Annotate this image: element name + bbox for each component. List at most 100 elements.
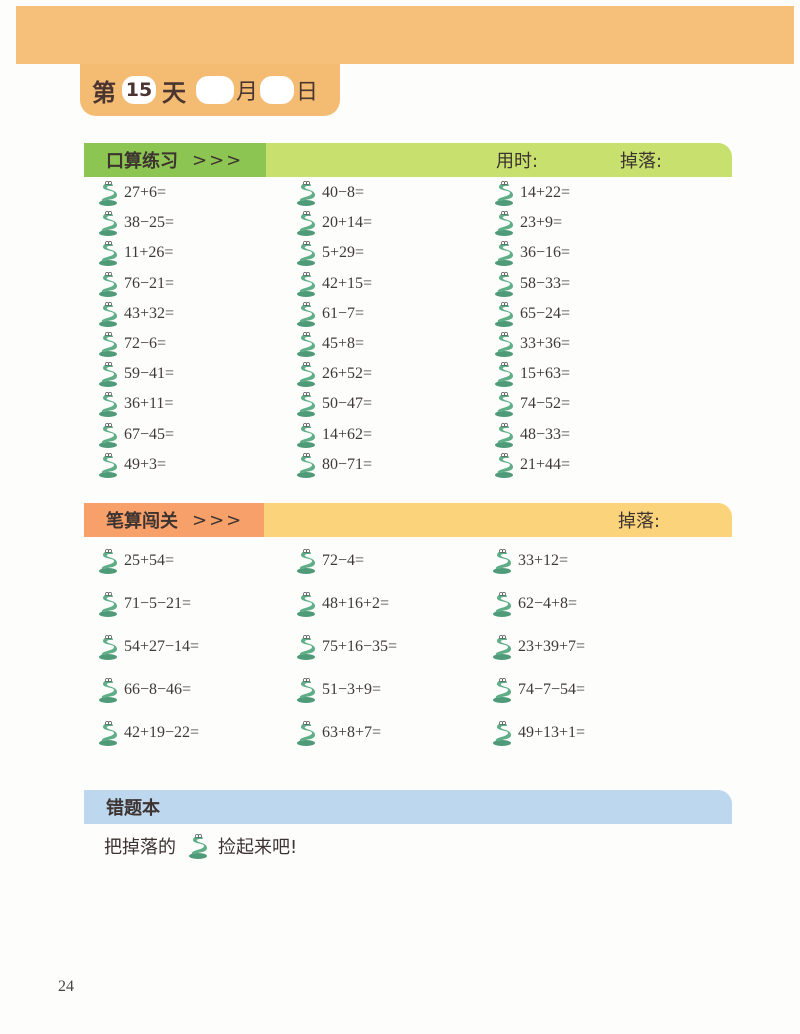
snake-icon (494, 241, 514, 267)
problem-text: 72−6= (124, 335, 167, 352)
problem-item: 33+36= (494, 331, 570, 357)
page-number: 24 (58, 978, 74, 995)
snake-icon (494, 301, 514, 327)
snake-icon (98, 549, 118, 574)
problem-text: 63+8+7= (322, 724, 382, 741)
oral-practice-title-block: 口算练习 >>> (84, 143, 266, 177)
problem-item: 42+19−22= (98, 720, 199, 746)
problem-item: 27+6= (98, 180, 166, 206)
problem-item: 20+14= (296, 210, 373, 237)
problem-text: 45+8= (322, 335, 365, 352)
snake-icon (492, 678, 512, 703)
problem-item: 50−47= (296, 391, 372, 418)
problem-item: 38−25= (98, 210, 174, 237)
problem-text: 15+63= (520, 365, 571, 383)
written-practice-title-block: 笔算闯关 >>> (84, 503, 264, 537)
problem-text: 14+62= (322, 425, 373, 443)
problem-text: 23+9= (520, 214, 563, 232)
month-input[interactable] (196, 76, 234, 104)
snake-icon (98, 211, 118, 237)
snake-icon (296, 332, 316, 357)
snake-icon (296, 181, 316, 206)
problem-text: 43+32= (124, 304, 175, 322)
problem-item: 42+15= (296, 271, 372, 297)
snake-icon (492, 592, 512, 617)
snake-icon (98, 452, 118, 478)
problem-item: 15+63= (494, 361, 571, 388)
time-used-label: 用时: (496, 151, 539, 172)
day-number-badge: 15 (122, 76, 156, 104)
problem-text: 5+29= (322, 244, 365, 262)
written-practice-header: 笔算闯关 >>> 掉落: (84, 503, 732, 537)
snake-icon (492, 549, 512, 574)
snake-icon (296, 721, 316, 746)
problem-text: 42+15= (322, 274, 373, 292)
problem-text: 80−71= (322, 455, 373, 473)
problem-text: 27+6= (124, 184, 167, 201)
snake-icon (98, 301, 118, 327)
snake-icon (296, 271, 316, 297)
problem-text: 48+16+2= (322, 595, 390, 612)
snake-icon (296, 422, 316, 448)
snake-icon (296, 549, 316, 574)
problem-text: 42+19−22= (124, 724, 200, 741)
snake-icon (296, 241, 316, 267)
problem-item: 43+32= (98, 301, 174, 327)
problem-text: 49+13+1= (518, 724, 586, 741)
problem-text: 62−4+8= (518, 595, 578, 612)
written-arrows: >>> (192, 509, 244, 531)
problem-item: 72−4= (296, 548, 364, 574)
problem-text: 72−4= (322, 552, 365, 569)
snake-icon (494, 211, 514, 237)
snake-icon (494, 181, 514, 206)
problem-text: 36−16= (520, 244, 571, 262)
snake-icon (296, 301, 316, 327)
problem-item: 23+9= (494, 210, 563, 237)
problem-text: 26+52= (322, 365, 373, 383)
problem-item: 76−21= (98, 271, 174, 297)
month-label: 月 (236, 80, 259, 105)
day-header: 第 15 天 月 日 (80, 64, 340, 116)
problem-item: 36−16= (494, 240, 571, 267)
problem-item: 54+27−14= (98, 634, 199, 660)
oral-dropped-label: 掉落: (620, 151, 663, 172)
snake-icon (98, 721, 118, 746)
snake-icon (494, 271, 514, 297)
problem-text: 40−8= (322, 184, 365, 201)
mistakes-title-block: 错题本 (84, 790, 160, 824)
problem-text: 66−8−46= (124, 681, 192, 698)
problem-item: 74−52= (494, 391, 570, 418)
snake-icon (98, 362, 118, 388)
problem-item: 26+52= (296, 361, 373, 388)
problem-item: 61−7= (296, 301, 364, 327)
snake-icon (98, 678, 118, 703)
problem-item: 62−4+8= (492, 591, 577, 617)
problem-item: 49+13+1= (492, 720, 585, 746)
date-input[interactable] (260, 76, 295, 104)
problem-text: 58−33= (520, 274, 571, 292)
written-dropped-label: 掉落: (618, 511, 661, 532)
mistakes-header: 错题本 (84, 790, 732, 824)
problem-item: 5+29= (296, 240, 365, 267)
snake-icon (296, 592, 316, 617)
snake-icon (296, 362, 316, 388)
problem-text: 20+14= (322, 214, 373, 232)
problem-item: 48+16+2= (296, 591, 389, 617)
problem-item: 25+54= (98, 548, 174, 574)
problem-item: 71−5−21= (98, 591, 191, 617)
problem-item: 51−3+9= (296, 677, 381, 703)
problem-item: 36+11= (98, 391, 173, 418)
snake-icon (188, 834, 208, 859)
oral-practice-title: 口算练习 (106, 151, 178, 172)
oral-practice-header: 口算练习 >>> 用时: 掉落: (84, 143, 732, 177)
snake-icon (296, 452, 316, 478)
oral-arrows: >>> (192, 149, 244, 171)
problem-text: 75+16−35= (322, 638, 398, 655)
top-header-band (16, 6, 794, 64)
problem-item: 72−6= (98, 331, 166, 357)
problem-text: 14+22= (520, 184, 571, 201)
problem-text: 21+44= (520, 455, 571, 473)
problem-item: 63+8+7= (296, 720, 381, 746)
snake-icon (296, 392, 316, 418)
snake-icon (98, 181, 118, 206)
